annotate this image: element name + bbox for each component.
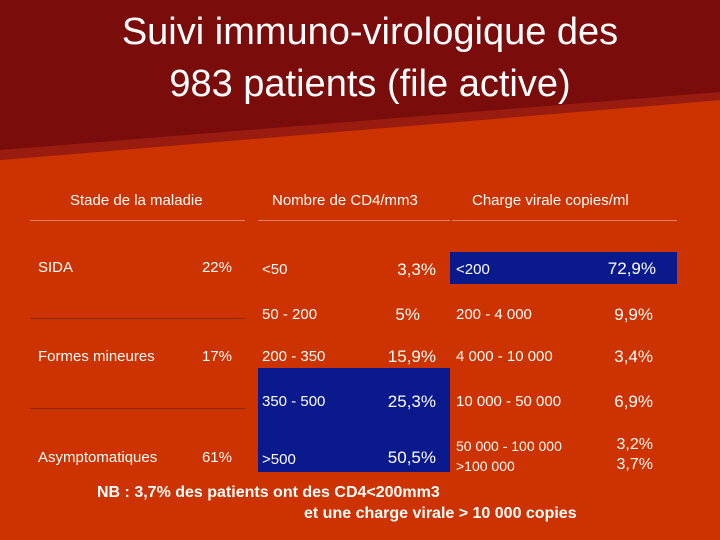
viral-pct-4: 6,9% (614, 392, 653, 411)
cd4-pct-4: 25,3% (387, 392, 436, 411)
stage-pct-asympto: 61% (201, 449, 232, 466)
header-cd4: Nombre de CD4/mm3 (272, 192, 418, 209)
viral-range-5: 50 000 - 100 000 (456, 438, 562, 454)
header-stage: Stade de la maladie (70, 192, 203, 209)
cd4-pct-2: 5% (395, 305, 420, 324)
stage-label-sida: SIDA (38, 259, 74, 276)
cd4-range-1: <50 (262, 261, 288, 278)
header-rule-viral (452, 220, 677, 221)
stage-divider-2 (30, 408, 245, 409)
title-line-1: Suivi immuno-virologique des (121, 11, 619, 53)
title-line-2: 983 patients (file active) (169, 63, 571, 105)
footnote-line-1: NB : 3,7% des patients ont des CD4<200mm… (97, 484, 440, 501)
footnote-line-2: et une charge virale > 10 000 copies (304, 505, 577, 522)
viral-pct-3: 3,4% (614, 347, 653, 366)
viral-range-2: 200 - 4 000 (456, 306, 532, 323)
viral-range-4: 10 000 - 50 000 (456, 393, 562, 410)
stage-pct-formes: 17% (201, 348, 232, 365)
header-rule-stage (30, 220, 245, 221)
header-rule-cd4 (258, 220, 450, 221)
slide-title: Suivi immuno-virologique des 983 patient… (60, 6, 680, 110)
stage-label-formes: Formes mineures (38, 348, 155, 365)
cd4-range-2: 50 - 200 (262, 306, 318, 323)
viral-pct-6: 3,7% (616, 456, 653, 473)
viral-range-3: 4 000 - 10 000 (456, 348, 553, 365)
viral-pct-2: 9,9% (614, 305, 653, 324)
stage-pct-sida: 22% (201, 259, 232, 276)
viral-pct-1: 72,9% (607, 259, 656, 278)
stage-label-asympto: Asymptomatiques (38, 449, 158, 466)
cd4-pct-5: 50,5% (387, 448, 436, 467)
cd4-pct-3: 15,9% (387, 347, 436, 366)
cd4-highlight-block (258, 368, 450, 472)
viral-range-1: <200 (456, 261, 490, 278)
viral-pct-5: 3,2% (616, 436, 653, 453)
header-viral: Charge virale copies/ml (472, 192, 629, 209)
cd4-range-5: >500 (262, 451, 296, 468)
cd4-pct-1: 3,3% (397, 260, 436, 279)
stage-divider-1 (30, 318, 245, 319)
title-corner-shape (0, 0, 720, 160)
cd4-range-4: 350 - 500 (262, 393, 326, 410)
viral-range-6: >100 000 (456, 458, 515, 474)
viral-highlight-block (450, 252, 677, 284)
cd4-range-3: 200 - 350 (262, 348, 326, 365)
